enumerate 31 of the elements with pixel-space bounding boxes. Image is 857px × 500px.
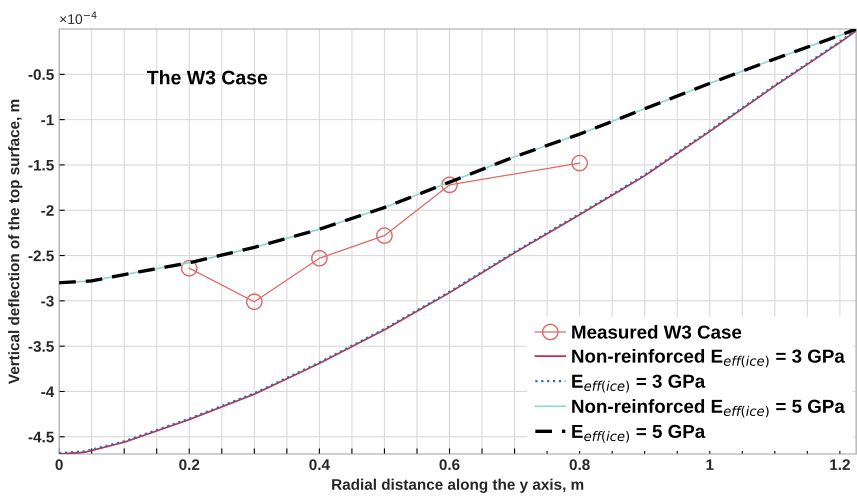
point	[441, 176, 458, 194]
x-tick-label: 0.2	[179, 459, 200, 470]
x-axis-title: Radial distance along the y axis, m	[332, 478, 584, 493]
legend-label: Measured W3 Case	[572, 324, 742, 339]
x-tick-label: 0.8	[570, 459, 590, 470]
point	[311, 250, 328, 267]
y-tick-label: -3	[41, 296, 54, 307]
x-tick-label: 0.4	[309, 459, 330, 470]
y-tick-label: -3.5	[28, 341, 54, 352]
point	[376, 227, 393, 244]
text: ×10$^{−4}$	[60, 11, 97, 24]
y-tick-label: -1	[41, 114, 54, 126]
y-tick-label: -0.5	[28, 69, 54, 80]
point	[180, 260, 198, 277]
y-tick-label: -2.5	[28, 250, 54, 262]
point	[571, 154, 588, 172]
text: The W3 Case	[147, 70, 268, 84]
legend-label: Non-reinforced E$_{eff(ice)}$ = 5 GPa	[572, 399, 845, 418]
y-tick-label: -4.5	[28, 432, 54, 442]
x-tick-label: 1	[706, 459, 714, 470]
x-tick-label: 1.2	[830, 459, 850, 470]
legend-label: Non-reinforced E$_{eff(ice)}$ = 3 GPa	[572, 349, 845, 368]
point	[246, 293, 263, 310]
x-tick-label: 0	[55, 459, 63, 470]
legend-label: E$_{eff(ice)}$ = 5 GPa	[572, 424, 706, 443]
y-tick-label: -2	[41, 205, 54, 216]
y-axis-title: Vertical deflection of the top surface, m	[8, 100, 22, 384]
y-tick-label: -1.5	[28, 160, 54, 171]
legend-label: E$_{eff(ice)}$ = 3 GPa	[572, 374, 706, 392]
y-tick-label: -4	[41, 386, 54, 398]
x-tick-label: 0.6	[439, 459, 460, 470]
